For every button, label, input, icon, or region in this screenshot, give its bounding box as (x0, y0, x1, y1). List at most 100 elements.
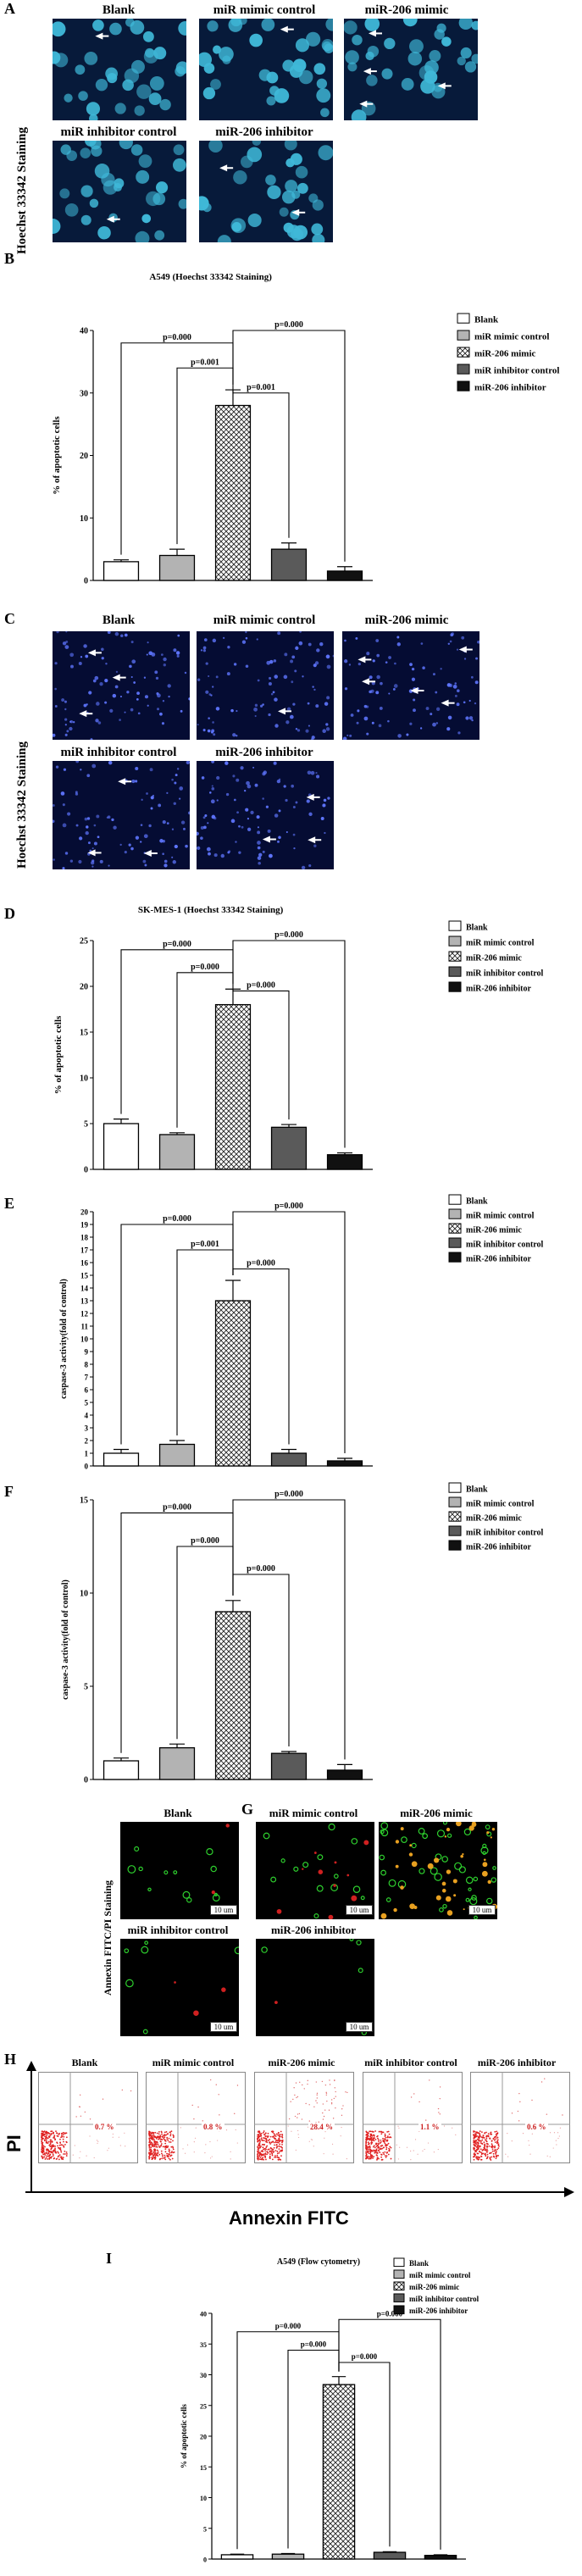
event-dot (42, 2151, 45, 2153)
nucleus (62, 867, 65, 869)
nucleus (162, 840, 166, 843)
annexin-cell (358, 1968, 363, 1974)
event-dot (97, 2140, 99, 2142)
nucleus (435, 722, 439, 724)
legend-swatch (448, 1525, 462, 1536)
nucleus (148, 824, 152, 828)
event-dot (370, 2150, 373, 2152)
nucleus (347, 62, 358, 72)
event-dot (473, 2143, 475, 2146)
y-tick-label: 15 (200, 2464, 207, 2472)
nucleus (450, 633, 454, 637)
event-dot (477, 2146, 479, 2149)
y-tick-label: 5 (85, 1399, 89, 1407)
event-dot (365, 2141, 367, 2143)
event-dot (398, 2127, 400, 2129)
event-dot (410, 2159, 412, 2161)
annexin-cell (380, 1869, 387, 1876)
event-dot (65, 2151, 68, 2153)
event-dot (439, 2086, 441, 2088)
nucleus (171, 828, 175, 830)
event-dot (540, 2081, 543, 2083)
event-dot (54, 2151, 57, 2154)
nucleus (369, 675, 373, 680)
pi-cell (400, 1885, 404, 1890)
event-dot (484, 2132, 486, 2135)
event-dot (376, 2151, 379, 2154)
event-dot (218, 2094, 219, 2096)
nucleus (402, 19, 418, 27)
nucleus (292, 806, 296, 809)
nucleus (208, 141, 223, 153)
event-dot (61, 2135, 64, 2138)
y-tick-label: 30 (200, 2372, 207, 2379)
event-dot (495, 2157, 497, 2160)
event-dot (424, 2148, 425, 2151)
nucleus (315, 772, 318, 774)
annexin-cell (441, 1856, 449, 1863)
nucleus (108, 761, 113, 765)
event-dot (386, 2139, 389, 2141)
event-dot (379, 2142, 381, 2145)
event-dot (164, 2158, 167, 2161)
event-dot (278, 2148, 280, 2151)
event-dot (173, 2135, 175, 2137)
event-dot (267, 2151, 269, 2154)
event-dot (281, 2140, 284, 2143)
event-dot (480, 2153, 483, 2156)
nucleus (295, 165, 308, 179)
event-dot (46, 2148, 47, 2151)
event-dot (160, 2143, 163, 2145)
y-tick-label: 15 (80, 1496, 88, 1506)
nucleus (292, 702, 296, 706)
event-dot (322, 2103, 324, 2105)
event-dot (182, 2148, 184, 2150)
event-dot (365, 2134, 368, 2136)
event-dot (56, 2135, 58, 2137)
nucleus (200, 649, 203, 652)
nucleus (315, 704, 319, 708)
nucleus (64, 93, 73, 103)
nucleus (119, 843, 122, 847)
nucleus (316, 88, 331, 103)
nucleus (231, 221, 242, 232)
nucleus (441, 36, 452, 47)
y-tick-label: 12 (80, 1310, 89, 1319)
event-dot (63, 2135, 65, 2138)
panel-h-percent-mimic-control: 0.8 % (202, 2123, 224, 2131)
bar-blank (103, 561, 140, 581)
event-dot (55, 2130, 57, 2133)
annexin-cell (388, 1879, 396, 1887)
nucleus (461, 636, 465, 640)
y-tick-label: 5 (84, 1120, 88, 1130)
nucleus (59, 188, 70, 199)
nucleus (135, 836, 140, 840)
nucleus (142, 859, 147, 863)
event-dot (341, 2114, 343, 2117)
event-dot (473, 2135, 475, 2137)
pi-cell (395, 1864, 399, 1868)
panel-a-title-mimic: miR-206 mimic (364, 3, 449, 17)
event-dot (44, 2135, 46, 2138)
nucleus (246, 780, 250, 786)
event-dot (519, 2101, 521, 2103)
event-dot (204, 2151, 206, 2154)
event-dot (558, 2135, 560, 2137)
legend-label: miR-206 inhibitor (466, 1255, 532, 1264)
event-dot (264, 2152, 267, 2154)
event-dot (473, 2152, 475, 2155)
nucleus (162, 820, 166, 824)
event-dot (263, 2148, 265, 2150)
event-dot (378, 2157, 380, 2160)
event-dot (257, 2153, 258, 2156)
apoptosis-arrow-icon (291, 208, 300, 216)
nucleus (89, 849, 92, 852)
nucleus (227, 851, 230, 854)
event-dot (164, 2139, 166, 2140)
nucleus (180, 820, 186, 824)
event-dot (263, 2144, 265, 2146)
event-dot (119, 2145, 121, 2146)
legend-label: miR-206 mimic (466, 1226, 522, 1235)
p-value-label: p=0.000 (301, 2340, 327, 2349)
apoptosis-arrow-icon (106, 215, 114, 223)
